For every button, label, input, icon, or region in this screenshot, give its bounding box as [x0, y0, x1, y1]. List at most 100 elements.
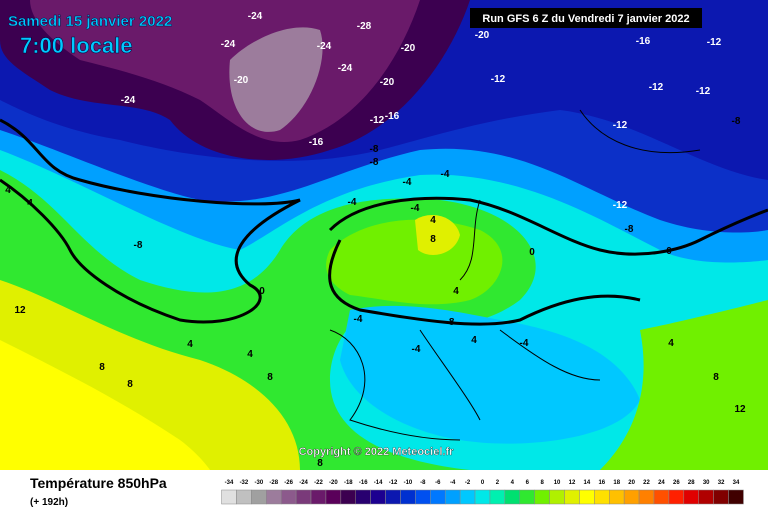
- contour-label: -20: [380, 77, 395, 88]
- contour-label: 4: [27, 198, 33, 209]
- scale-swatch: [340, 489, 356, 505]
- contour-label: -8: [625, 224, 634, 235]
- contour-label: -16: [636, 36, 651, 47]
- contour-label: 0: [529, 247, 535, 258]
- scale-label: -14: [374, 480, 383, 486]
- contour-label: -12: [696, 86, 711, 97]
- contour-label: 4: [187, 339, 193, 350]
- scale-swatch: [594, 489, 610, 505]
- scale-label: 10: [554, 480, 561, 486]
- scale-label: 12: [569, 480, 576, 486]
- contour-label: -4: [520, 338, 529, 349]
- copyright: Copyright © 2022 Meteociel.fr: [299, 446, 455, 458]
- contour-label: -8: [732, 116, 741, 127]
- contour-label: 4: [471, 335, 477, 346]
- scale-swatch: [474, 489, 491, 505]
- scale-swatch: [653, 489, 670, 505]
- scale-swatch: [534, 489, 550, 505]
- contour-label: -24: [338, 63, 353, 74]
- scale-label: 30: [703, 480, 710, 486]
- scale-swatch: [415, 489, 431, 505]
- contour-label: 4: [668, 338, 674, 349]
- contour-label: -12: [613, 120, 628, 131]
- scale-swatch: [355, 489, 371, 505]
- contour-label: 8: [267, 372, 273, 383]
- scale-label: -6: [435, 480, 441, 486]
- scale-label: -22: [314, 480, 323, 486]
- contour-label: -24: [121, 95, 136, 106]
- contour-label: -28: [357, 21, 372, 32]
- scale-label: -34: [225, 480, 234, 486]
- scale-label: -24: [299, 480, 308, 486]
- scale-label: -2: [465, 480, 471, 486]
- contour-labels: -24 -24 -20 -24 -28 -24 -24 -20 -20 -16 -12 -16 -8 -8…: [5, 11, 746, 469]
- scale-swatch: [236, 489, 252, 505]
- contour-label: -4: [348, 197, 357, 208]
- contour-label: 0: [666, 246, 672, 257]
- subtropical: [0, 340, 210, 470]
- scale-swatch: [310, 489, 327, 505]
- polar-zone: [30, 0, 420, 142]
- scale-swatch: [489, 489, 506, 505]
- zero-contour: [0, 118, 768, 326]
- contour-label: -4: [354, 314, 363, 325]
- scale-label: -18: [344, 480, 353, 486]
- scale-swatch: [638, 489, 655, 505]
- scale-swatch: [266, 489, 282, 505]
- scale-swatch: [579, 489, 595, 505]
- contour-label: -20: [475, 30, 490, 41]
- contour-label: -8: [370, 157, 379, 168]
- scale-swatch: [713, 489, 729, 505]
- scale-label: 18: [613, 480, 620, 486]
- scale-swatch: [459, 489, 476, 505]
- contour-label: -24: [221, 39, 236, 50]
- contour-label: -8: [370, 144, 379, 155]
- contour-label: 12: [14, 305, 26, 316]
- scale-swatch: [295, 489, 312, 505]
- scale-label: 16: [598, 480, 605, 486]
- contour-label: -16: [309, 137, 324, 148]
- scale-swatch: [280, 489, 297, 505]
- central-europe: [326, 219, 503, 305]
- scale-swatch: [698, 489, 714, 505]
- scale-swatch: [609, 489, 625, 505]
- scale-label: -32: [240, 480, 249, 486]
- contour-label: 4: [430, 215, 436, 226]
- scale-swatch: [251, 489, 267, 505]
- scale-label: 32: [718, 480, 725, 486]
- scale-swatch: [564, 489, 580, 505]
- contour-label: -4: [411, 203, 420, 214]
- scale-label: 8: [540, 480, 544, 486]
- contour-label: -20: [234, 75, 249, 86]
- scale-label: -26: [284, 480, 293, 486]
- scale-swatch: [504, 489, 521, 505]
- contour-label: 8: [127, 379, 133, 390]
- contour-label: -4: [412, 344, 421, 355]
- scale-label: -20: [329, 480, 338, 486]
- run-box: [470, 8, 702, 28]
- contour-label: -24: [248, 11, 263, 22]
- scale-label: 20: [628, 480, 635, 486]
- scale-label: 14: [584, 480, 591, 486]
- footer-lead: (+ 192h): [30, 497, 68, 508]
- contour-label: -12: [707, 37, 722, 48]
- scale-label: 34: [733, 480, 740, 486]
- scale-swatch: [400, 489, 416, 505]
- scale-label: -4: [450, 480, 456, 486]
- forecast-date: Samedi 15 janvier 2022: [8, 13, 172, 30]
- run-info: Run GFS 6 Z du Vendredi 7 janvier 2022: [482, 13, 689, 25]
- scale-label: -10: [404, 480, 413, 486]
- coastline: [329, 109, 701, 441]
- footer-title: Température 850hPa: [30, 475, 167, 491]
- contour-label: -8: [446, 317, 455, 328]
- scale-swatch: [683, 489, 699, 505]
- contour-label: 12: [734, 404, 746, 415]
- forecast-time: 7:00 locale: [20, 33, 133, 58]
- scale-swatch: [325, 489, 342, 505]
- contour-label: -24: [317, 41, 332, 52]
- contour-label: -16: [385, 111, 400, 122]
- scale-label: -12: [389, 480, 398, 486]
- contour-label: 4: [5, 185, 11, 196]
- contour-label: 4: [453, 286, 459, 297]
- contour-label: -4: [441, 169, 450, 180]
